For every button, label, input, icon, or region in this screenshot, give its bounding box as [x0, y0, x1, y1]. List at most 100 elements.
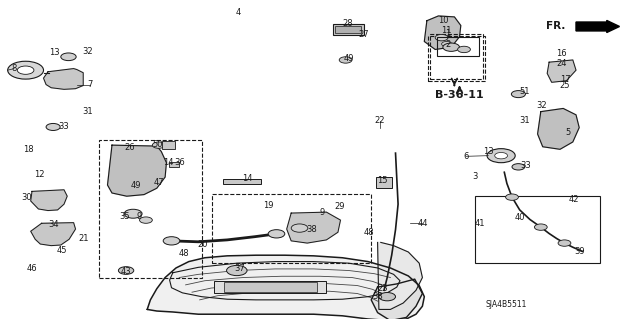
Text: 9: 9 [137, 212, 142, 221]
Circle shape [435, 34, 448, 41]
Polygon shape [547, 60, 576, 82]
Text: 39: 39 [574, 247, 584, 256]
Text: FR.: FR. [546, 21, 565, 32]
Circle shape [339, 57, 352, 63]
Text: 5: 5 [565, 128, 570, 137]
Text: 46: 46 [27, 264, 37, 273]
Text: 37: 37 [235, 264, 245, 273]
Text: 24: 24 [556, 59, 566, 68]
Circle shape [61, 53, 76, 61]
Text: 9: 9 [319, 208, 324, 217]
Circle shape [458, 46, 470, 53]
Bar [223, 179, 261, 184]
Text: 32: 32 [83, 48, 93, 56]
Text: 33: 33 [521, 161, 531, 170]
Text: 7: 7 [87, 80, 92, 89]
Text: 44: 44 [417, 219, 428, 228]
Circle shape [46, 123, 60, 130]
Circle shape [152, 142, 165, 148]
Text: 40: 40 [515, 213, 525, 222]
Text: 19: 19 [264, 201, 274, 210]
Text: 1: 1 [445, 29, 451, 38]
Text: 51: 51 [520, 87, 530, 96]
Text: 42: 42 [569, 195, 579, 204]
Text: 49: 49 [131, 182, 141, 190]
Text: 2: 2 [445, 40, 451, 49]
Bar [475, 196, 600, 263]
Circle shape [118, 267, 134, 274]
Text: 35: 35 [120, 212, 130, 221]
Polygon shape [147, 255, 424, 319]
Text: 48: 48 [179, 249, 189, 258]
Text: 31: 31 [520, 116, 530, 125]
Text: SJA4B5511: SJA4B5511 [485, 300, 527, 308]
Circle shape [495, 152, 508, 159]
Circle shape [291, 224, 308, 232]
Text: 16: 16 [556, 49, 566, 58]
Text: 8: 8 [12, 64, 17, 73]
Polygon shape [424, 16, 461, 49]
Text: 31: 31 [83, 107, 93, 116]
Circle shape [163, 237, 180, 245]
Circle shape [442, 41, 452, 47]
Bar [437, 37, 479, 56]
Text: 29: 29 [334, 202, 344, 211]
Circle shape [443, 43, 460, 51]
Text: 17: 17 [560, 75, 570, 84]
Bar [430, 34, 483, 79]
Circle shape [511, 91, 525, 98]
Text: 33: 33 [59, 122, 69, 131]
Text: 45: 45 [57, 246, 67, 255]
Text: 15: 15 [377, 176, 387, 185]
Bar [428, 36, 485, 81]
Text: 13: 13 [483, 147, 493, 156]
Circle shape [17, 66, 34, 74]
Polygon shape [538, 108, 579, 149]
Text: 38: 38 [307, 225, 317, 234]
Circle shape [487, 149, 515, 163]
Text: 3: 3 [472, 172, 477, 181]
Text: 49: 49 [344, 54, 354, 63]
Text: 12: 12 [35, 170, 45, 179]
Text: B-36-11: B-36-11 [435, 90, 484, 100]
Circle shape [558, 240, 571, 246]
Polygon shape [378, 242, 422, 309]
Bar [212, 194, 371, 263]
Text: 34: 34 [48, 220, 58, 229]
Text: 13: 13 [49, 48, 60, 57]
Text: 36: 36 [174, 158, 184, 167]
Text: 18: 18 [24, 145, 34, 154]
Text: 32: 32 [537, 101, 547, 110]
Circle shape [379, 293, 396, 301]
Polygon shape [108, 145, 166, 196]
Text: 22: 22 [374, 116, 385, 125]
Bar [376, 177, 392, 188]
Text: 25: 25 [560, 81, 570, 90]
Polygon shape [287, 212, 340, 243]
Bar [162, 141, 175, 149]
Text: 14: 14 [243, 174, 253, 183]
Circle shape [506, 194, 518, 200]
Text: 50: 50 [153, 140, 163, 149]
FancyArrow shape [576, 20, 620, 33]
Polygon shape [371, 279, 422, 319]
Circle shape [512, 164, 525, 170]
Text: 27: 27 [358, 30, 369, 39]
Circle shape [140, 217, 152, 223]
Text: 23: 23 [378, 284, 388, 293]
Text: 6: 6 [463, 152, 468, 161]
Bar [214, 281, 326, 293]
Text: 26: 26 [124, 143, 134, 152]
Circle shape [268, 230, 285, 238]
Bar [224, 282, 317, 292]
Text: 28: 28 [342, 19, 353, 28]
Text: 43: 43 [121, 267, 131, 276]
Circle shape [8, 61, 44, 79]
Text: 4: 4 [236, 8, 241, 17]
Text: 21: 21 [78, 234, 88, 243]
Circle shape [534, 224, 547, 230]
Text: 14: 14 [163, 158, 173, 167]
Text: 38: 38 [372, 292, 383, 301]
Polygon shape [44, 69, 83, 89]
Text: 20: 20 [198, 241, 208, 249]
